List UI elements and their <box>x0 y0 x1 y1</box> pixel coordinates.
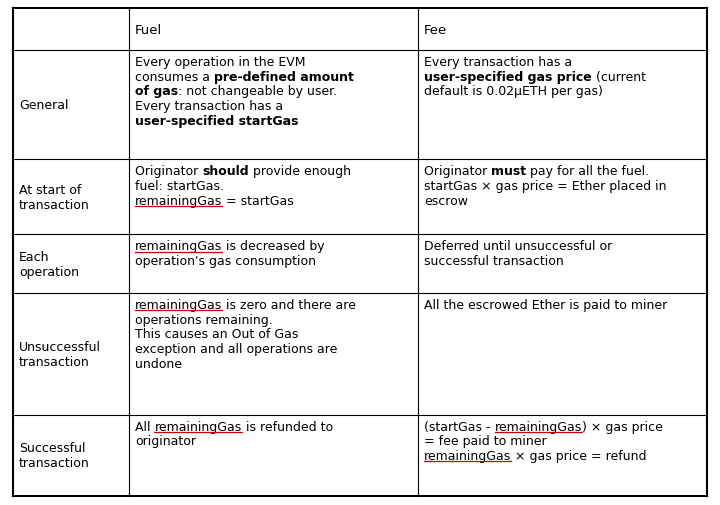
Text: consumes a: consumes a <box>135 71 214 83</box>
Text: user-specified gas price: user-specified gas price <box>424 71 592 83</box>
Text: Every transaction has a: Every transaction has a <box>424 56 572 69</box>
Text: Originator: Originator <box>424 165 491 178</box>
Text: escrow: escrow <box>424 194 468 208</box>
Text: General: General <box>19 99 68 112</box>
Text: originator: originator <box>135 435 196 447</box>
Text: : not changeable by user.: : not changeable by user. <box>178 85 337 98</box>
Text: Successful
transaction: Successful transaction <box>19 441 90 469</box>
Text: (current: (current <box>592 71 646 83</box>
Text: Fee: Fee <box>424 23 447 36</box>
Text: = fee paid to miner: = fee paid to miner <box>424 435 546 447</box>
Text: This causes an Out of Gas: This causes an Out of Gas <box>135 328 298 341</box>
Text: operations remaining.: operations remaining. <box>135 313 273 326</box>
Text: At start of
transaction: At start of transaction <box>19 184 90 212</box>
Text: All: All <box>135 420 155 433</box>
Text: Every operation in the EVM: Every operation in the EVM <box>135 56 305 69</box>
Text: Fuel: Fuel <box>135 23 162 36</box>
Text: must: must <box>491 165 526 178</box>
Text: Unsuccessful
transaction: Unsuccessful transaction <box>19 340 101 368</box>
Text: remainingGas: remainingGas <box>495 420 582 433</box>
Text: All the escrowed Ether is paid to miner: All the escrowed Ether is paid to miner <box>424 298 667 311</box>
Text: remainingGas: remainingGas <box>135 194 222 208</box>
Text: Deferred until unsuccessful or: Deferred until unsuccessful or <box>424 240 612 253</box>
Text: remainingGas: remainingGas <box>424 449 511 462</box>
Text: user-specified startGas: user-specified startGas <box>135 115 299 128</box>
Text: × gas price = refund: × gas price = refund <box>511 449 647 462</box>
Text: pay for all the fuel.: pay for all the fuel. <box>526 165 649 178</box>
Text: is refunded to: is refunded to <box>242 420 333 433</box>
Text: exception and all operations are: exception and all operations are <box>135 342 338 356</box>
Text: should: should <box>202 165 249 178</box>
Text: remainingGas: remainingGas <box>135 298 222 311</box>
Text: is zero and there are: is zero and there are <box>222 298 356 311</box>
Text: ) × gas price: ) × gas price <box>582 420 662 433</box>
Text: undone: undone <box>135 357 182 370</box>
Text: remainingGas: remainingGas <box>135 240 222 253</box>
Text: is decreased by: is decreased by <box>222 240 325 253</box>
Text: provide enough: provide enough <box>249 165 351 178</box>
Text: Originator: Originator <box>135 165 202 178</box>
Text: successful transaction: successful transaction <box>424 255 564 268</box>
Text: startGas × gas price = Ether placed in: startGas × gas price = Ether placed in <box>424 180 667 193</box>
Text: Each
operation: Each operation <box>19 250 79 278</box>
Text: (startGas -: (startGas - <box>424 420 495 433</box>
Text: Every transaction has a: Every transaction has a <box>135 100 283 113</box>
Text: fuel: startGas.: fuel: startGas. <box>135 180 224 193</box>
Text: pre-defined amount: pre-defined amount <box>214 71 354 83</box>
Text: = startGas: = startGas <box>222 194 294 208</box>
Text: remainingGas: remainingGas <box>155 420 242 433</box>
Text: of gas: of gas <box>135 85 178 98</box>
Text: default is 0.02μETH per gas): default is 0.02μETH per gas) <box>424 85 603 98</box>
Text: operation's gas consumption: operation's gas consumption <box>135 255 316 268</box>
